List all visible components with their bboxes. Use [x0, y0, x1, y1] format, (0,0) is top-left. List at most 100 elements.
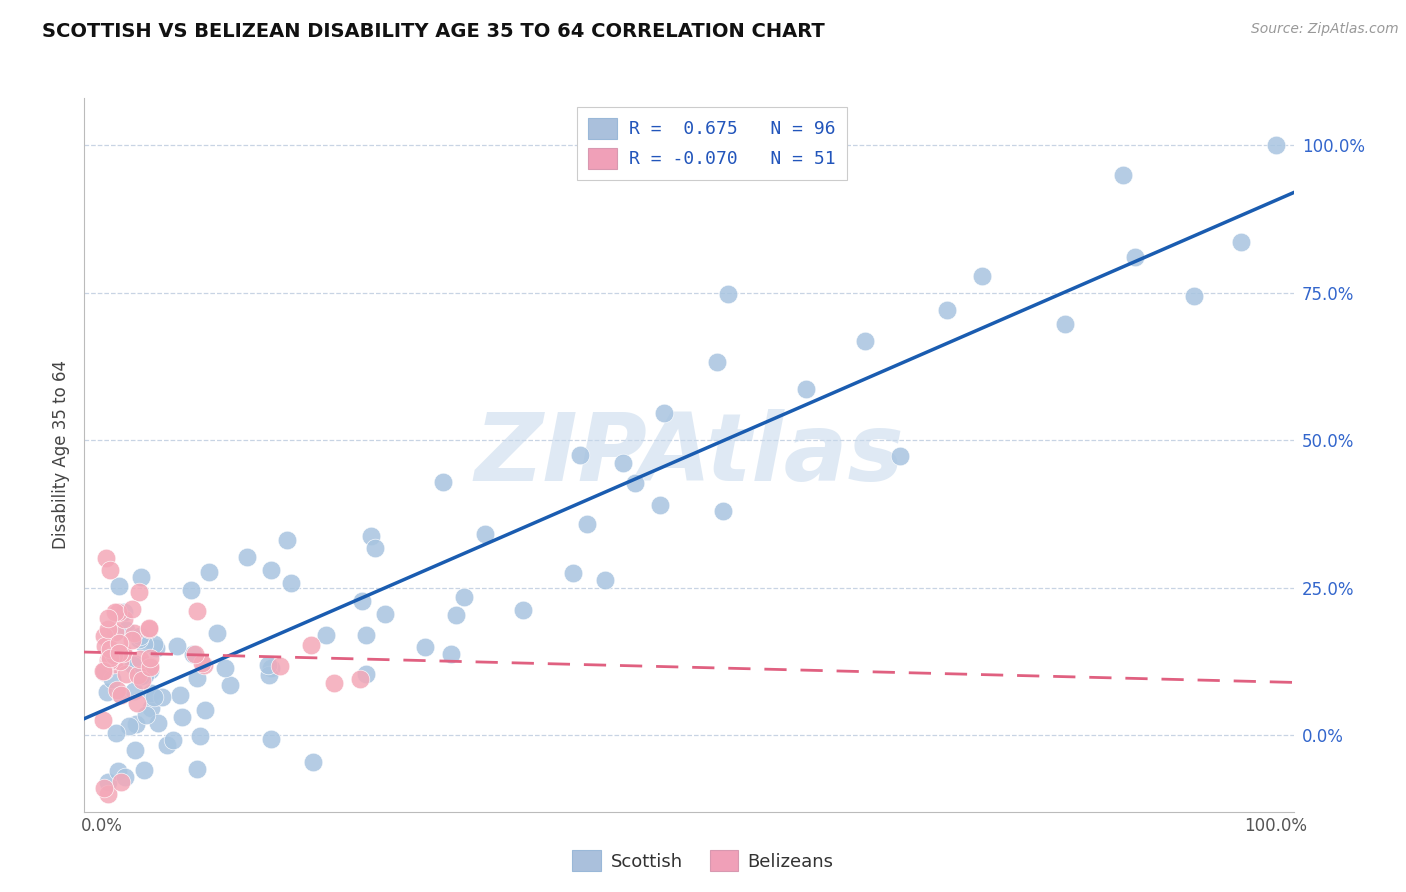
Point	[260, 732, 283, 747]
Point	[260, 660, 283, 674]
Point	[136, 657, 159, 672]
Point	[138, 663, 160, 677]
Point	[128, 629, 150, 643]
Point	[125, 717, 148, 731]
Point	[170, 710, 193, 724]
Point	[972, 268, 994, 283]
Point	[650, 498, 672, 512]
Point	[1182, 288, 1205, 302]
Point	[474, 527, 496, 541]
Point	[315, 628, 337, 642]
Point	[299, 638, 322, 652]
Point	[260, 563, 283, 577]
Point	[124, 657, 146, 671]
Point	[97, 622, 120, 636]
Point	[107, 605, 129, 619]
Point	[110, 775, 132, 789]
Point	[186, 671, 208, 685]
Point	[186, 604, 208, 618]
Point	[108, 636, 131, 650]
Point	[453, 591, 475, 605]
Point	[143, 690, 166, 705]
Point	[155, 738, 177, 752]
Point	[138, 658, 160, 673]
Point	[139, 686, 162, 700]
Point	[181, 647, 204, 661]
Point	[257, 657, 280, 672]
Point	[432, 475, 454, 489]
Point	[440, 647, 463, 661]
Point	[191, 656, 214, 670]
Point	[134, 668, 156, 682]
Point	[129, 668, 152, 682]
Point	[1053, 317, 1076, 331]
Point	[360, 529, 382, 543]
Point	[374, 607, 396, 621]
Point	[96, 551, 118, 566]
Point	[706, 355, 728, 369]
Point	[936, 302, 959, 317]
Point	[104, 606, 127, 620]
Point	[205, 625, 228, 640]
Point	[512, 603, 534, 617]
Point	[110, 688, 132, 702]
Point	[131, 661, 153, 675]
Point	[364, 541, 387, 555]
Point	[166, 640, 188, 654]
Point	[169, 688, 191, 702]
Point	[98, 642, 121, 657]
Point	[97, 611, 120, 625]
Point	[93, 629, 115, 643]
Point	[108, 646, 131, 660]
Point	[134, 764, 156, 778]
Point	[129, 570, 152, 584]
Point	[96, 659, 118, 673]
Point	[114, 770, 136, 784]
Point	[103, 657, 125, 671]
Point	[146, 715, 169, 730]
Point	[276, 533, 298, 547]
Point	[794, 382, 817, 396]
Point	[889, 449, 911, 463]
Point	[108, 579, 131, 593]
Point	[150, 690, 173, 704]
Point	[134, 637, 156, 651]
Point	[197, 566, 219, 580]
Point	[186, 763, 208, 777]
Point	[162, 732, 184, 747]
Point	[219, 677, 242, 691]
Point	[121, 601, 143, 615]
Point	[188, 729, 211, 743]
Point	[128, 585, 150, 599]
Point	[131, 673, 153, 688]
Point	[127, 668, 149, 682]
Point	[124, 743, 146, 757]
Point	[101, 672, 124, 686]
Point	[103, 648, 125, 662]
Point	[105, 682, 128, 697]
Point	[561, 566, 583, 580]
Point	[446, 607, 468, 622]
Point	[129, 651, 152, 665]
Text: Source: ZipAtlas.com: Source: ZipAtlas.com	[1251, 22, 1399, 37]
Point	[122, 683, 145, 698]
Point	[354, 666, 377, 681]
Point	[91, 664, 114, 678]
Point	[93, 664, 115, 678]
Point	[97, 775, 120, 789]
Point	[93, 665, 115, 679]
Point	[104, 625, 127, 640]
Point	[117, 719, 139, 733]
Point	[97, 652, 120, 666]
Text: SCOTTISH VS BELIZEAN DISABILITY AGE 35 TO 64 CORRELATION CHART: SCOTTISH VS BELIZEAN DISABILITY AGE 35 T…	[42, 22, 825, 41]
Point	[125, 697, 148, 711]
Point	[139, 701, 162, 715]
Point	[652, 406, 675, 420]
Legend: R =  0.675   N = 96, R = -0.070   N = 51: R = 0.675 N = 96, R = -0.070 N = 51	[576, 107, 846, 179]
Point	[180, 582, 202, 597]
Point	[138, 621, 160, 635]
Point	[576, 517, 599, 532]
Point	[612, 456, 634, 470]
Point	[194, 703, 217, 717]
Point	[1229, 235, 1251, 249]
